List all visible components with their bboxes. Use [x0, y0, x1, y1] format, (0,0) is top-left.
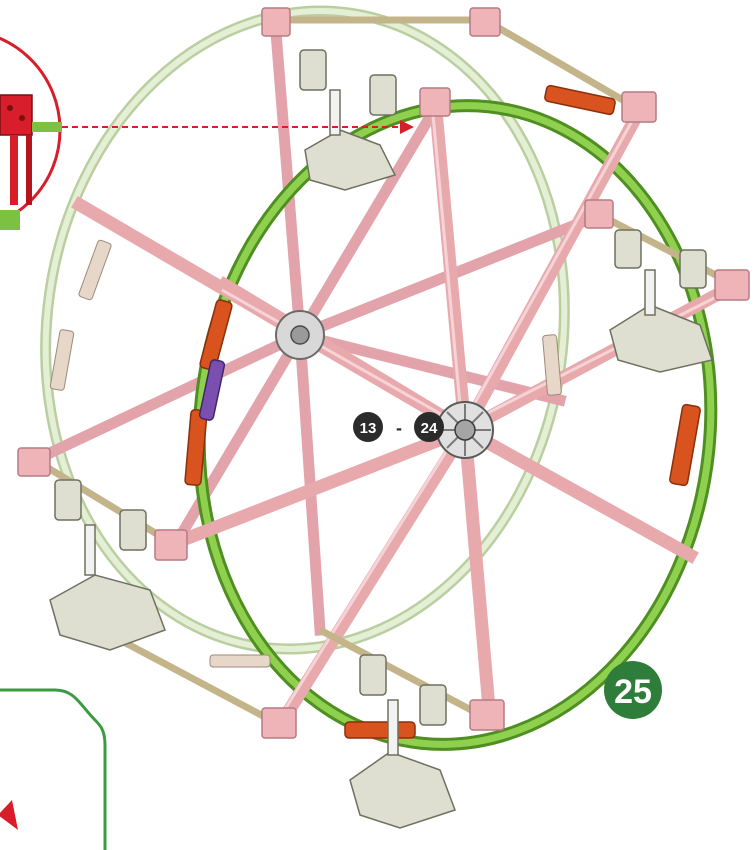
purple-connector: [198, 359, 226, 421]
cross-rods: [33, 16, 737, 729]
corner-connectors: [17, 7, 750, 739]
callout-frame: [0, 688, 107, 850]
range-separator: -: [396, 418, 402, 438]
range-end: 24: [421, 420, 438, 437]
back-connectors: [49, 239, 562, 668]
back-hub-icon: [275, 310, 325, 360]
spoke-highlights: [221, 103, 731, 723]
gondola-seat-icon: [49, 49, 713, 829]
dashed-pointer-arrow: [62, 120, 414, 134]
front-hub-icon: [436, 401, 494, 459]
range-start: 13: [360, 420, 377, 437]
step-badge: 25: [604, 661, 662, 719]
range-label: 13 - 24: [353, 412, 444, 442]
step-number: 25: [614, 673, 652, 711]
front-ring: [192, 99, 718, 751]
zoom-callout-circle: [0, 36, 62, 230]
